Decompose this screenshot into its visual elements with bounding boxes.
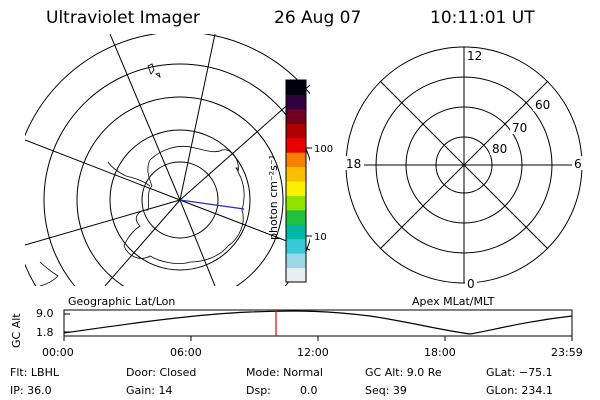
mlat-label-60: 60 xyxy=(535,98,550,112)
dsp-value: 0.0 xyxy=(300,384,318,397)
ip-status: IP: 36.0 xyxy=(10,384,52,397)
color-bar-segment xyxy=(286,209,306,225)
altitude-y-tick: 1.8 xyxy=(36,326,54,339)
dsp-label: Dsp: xyxy=(246,384,271,397)
door-status: Door: Closed xyxy=(126,366,197,379)
color-bar-segment xyxy=(286,267,306,283)
altitude-x-tick: 18:00 xyxy=(424,346,456,359)
mlat-label-80: 80 xyxy=(492,142,507,156)
date-label: 26 Aug 07 xyxy=(274,8,362,28)
color-bar-segment xyxy=(286,224,306,240)
geographic-map xyxy=(25,34,310,286)
color-bar-segment xyxy=(286,137,306,153)
lat-circle xyxy=(43,63,310,286)
color-bar-tick-label: 100 xyxy=(314,144,333,155)
mlat-label-bg xyxy=(490,141,510,155)
filter-status: Flt: LBHL xyxy=(10,366,59,379)
meridian xyxy=(179,34,216,201)
gain-status: Gain: 14 xyxy=(126,384,173,397)
color-bar xyxy=(286,80,306,283)
altitude-plot xyxy=(63,309,573,341)
lat-circle xyxy=(76,96,284,286)
mlt-label-bg xyxy=(572,156,584,170)
antarctic-peninsula xyxy=(107,161,151,187)
islands xyxy=(147,63,239,173)
altitude-x-tick: 23:59 xyxy=(551,346,583,359)
polar-grid-label: Apex MLat/MLT xyxy=(412,295,495,308)
color-bar-frame xyxy=(285,79,307,283)
south-america-coast xyxy=(39,261,59,286)
color-bar-unit-label: photon cm⁻²s⁻¹ xyxy=(267,155,280,240)
meridian xyxy=(179,199,216,286)
antarctica-coastline xyxy=(123,145,245,264)
altitude-x-tick: 00:00 xyxy=(42,346,74,359)
color-bar-segment xyxy=(286,166,306,182)
color-bar-segment xyxy=(286,94,306,110)
lat-circle xyxy=(141,161,219,239)
satellite-track-line xyxy=(179,199,245,210)
meridian xyxy=(104,199,181,286)
mlt-label-0: 0 xyxy=(467,277,475,291)
mlat-label-bg xyxy=(533,97,553,111)
altitude-x-tick: 12:00 xyxy=(297,346,329,359)
mlt-label-bg xyxy=(465,276,477,290)
lat-circle xyxy=(109,129,251,271)
glon-status: GLon: 234.1 xyxy=(486,384,553,397)
mode-status: Mode: Normal xyxy=(246,366,323,379)
color-bar-segment xyxy=(286,80,306,95)
polar-grid xyxy=(345,46,583,284)
meridian xyxy=(109,34,181,201)
glat-status: GLat: −75.1 xyxy=(486,366,553,379)
mlat-label-70: 70 xyxy=(512,121,527,135)
mlt-label-bg xyxy=(344,156,364,170)
altitude-y-label: GC Alt xyxy=(10,313,23,348)
color-bar-segment xyxy=(286,123,306,139)
color-bar-segment xyxy=(286,238,306,254)
mlat-label-bg xyxy=(510,120,530,134)
altitude-x-tick: 06:00 xyxy=(170,346,202,359)
color-bar-segment xyxy=(286,253,306,269)
altitude-curve xyxy=(63,310,573,335)
altitude-y-tick: 9.0 xyxy=(36,307,54,320)
geo-map-label: Geographic Lat/Lon xyxy=(68,295,176,308)
seq-status: Seq: 39 xyxy=(365,384,407,397)
meridian xyxy=(25,199,181,246)
color-bar-segment xyxy=(286,181,306,196)
mlt-label-12: 12 xyxy=(467,49,482,63)
color-bar-segment xyxy=(286,152,306,168)
mlt-label-18: 18 xyxy=(346,157,361,171)
color-bar-segment xyxy=(286,195,306,211)
gc-alt-status: GC Alt: 9.0 Re xyxy=(365,366,442,379)
meridian xyxy=(25,139,181,201)
color-bar-segment xyxy=(286,108,306,124)
mlt-label-6: 6 xyxy=(574,157,582,171)
mlt-label-bg xyxy=(465,49,483,63)
time-label: 10:11:01 UT xyxy=(430,8,535,28)
color-bar-tick-label: 10 xyxy=(314,232,327,243)
instrument-title: Ultraviolet Imager xyxy=(46,8,200,28)
